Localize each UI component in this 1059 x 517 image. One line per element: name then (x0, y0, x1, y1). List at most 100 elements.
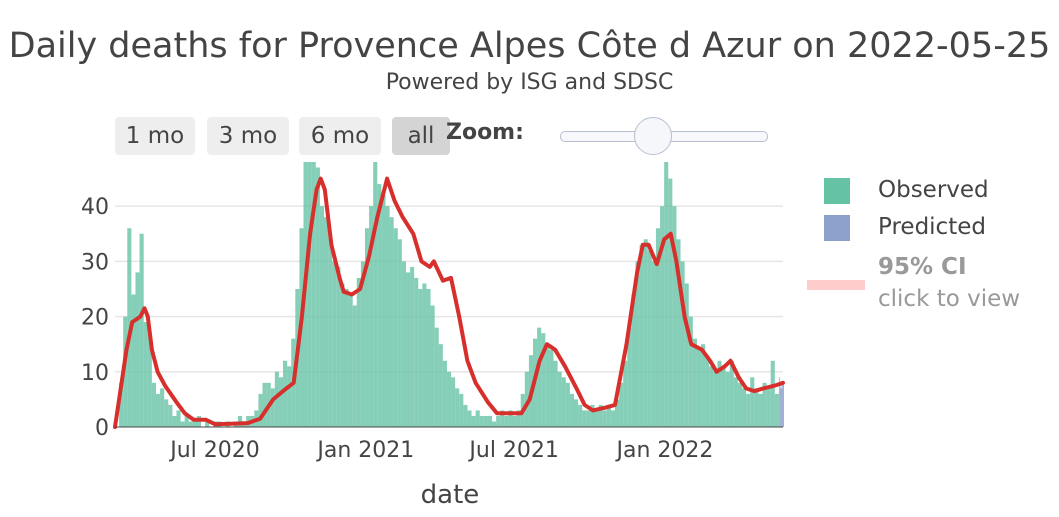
observed-bar (594, 410, 599, 427)
predicted-bar (780, 382, 782, 427)
trend-line (113, 176, 785, 429)
chart-subtitle: Powered by ISG and SDSC (385, 70, 674, 95)
observed-bar (684, 283, 689, 427)
observed-bar (307, 162, 312, 427)
observed-bar (348, 294, 353, 427)
observed-bar (451, 377, 456, 427)
observed-bar (549, 349, 554, 427)
observed-bar (541, 333, 546, 427)
observed-bar (762, 382, 767, 427)
observed-bar (729, 360, 734, 427)
observed-bar (705, 355, 710, 427)
observed-bar (283, 360, 288, 427)
observed-bar (479, 415, 484, 427)
observed-bar (328, 233, 333, 427)
observed-bar (655, 228, 661, 427)
observed-bar (459, 393, 464, 427)
y-tick-label-40: 40 (81, 195, 109, 220)
observed-bar (385, 206, 390, 427)
observed-bar (184, 415, 189, 427)
y-tick-label-10: 10 (81, 361, 109, 386)
observed-bar (172, 415, 177, 427)
range-all-button[interactable]: all (392, 117, 450, 155)
observed-bar (442, 360, 447, 427)
legend-swatch-predicted (824, 215, 850, 241)
y-tick-labels: 0 10 20 30 40 (81, 195, 109, 441)
observed-bar (713, 371, 718, 427)
observed-bar (651, 261, 656, 427)
observed-bar (557, 371, 562, 427)
observed-bar (160, 388, 165, 427)
x-axis-title: date (420, 480, 480, 510)
legend-label-observed: Observed (878, 177, 989, 203)
observed-bar (467, 410, 472, 427)
observed-bar (340, 283, 345, 427)
observed-bar (377, 184, 382, 427)
range-1-month-button[interactable]: 1 mo (115, 117, 195, 155)
observed-bar (537, 327, 542, 427)
zoom-slider-handle[interactable] (633, 117, 672, 155)
observed-bar (742, 388, 747, 427)
observed-bar (487, 415, 493, 427)
observed-bar (746, 393, 751, 427)
y-tick-label-30: 30 (81, 250, 109, 275)
observed-bar (278, 377, 284, 427)
observed-bar (455, 388, 460, 427)
observed-bar (364, 228, 370, 427)
observed-bar (725, 371, 730, 427)
observed-bar (766, 388, 771, 427)
observed-bar (504, 415, 509, 427)
observed-bar (344, 288, 349, 427)
observed-bar (512, 415, 517, 427)
observed-bar (397, 239, 402, 427)
observed-bar (139, 233, 144, 427)
observed-bar (750, 377, 755, 427)
observed-bar (180, 421, 185, 427)
observed-bar (614, 399, 620, 427)
observed-bar (770, 360, 775, 427)
observed-bar (573, 399, 579, 427)
observed-bar (430, 305, 435, 427)
observed-bar (619, 382, 624, 427)
observed-bar (508, 410, 513, 427)
observed-bar (274, 371, 279, 427)
legend-swatch-observed (824, 178, 850, 204)
observed-bar (410, 266, 415, 427)
observed-bar (426, 288, 431, 427)
observed-bar (610, 410, 615, 427)
observed-bar (434, 327, 439, 427)
observed-bar (188, 421, 193, 427)
predicted-bar (781, 388, 783, 427)
observed-bar (774, 393, 779, 427)
observed-bar (717, 360, 722, 427)
observed-bar (754, 388, 759, 427)
observed-bar (569, 393, 574, 427)
observed-bar (258, 393, 263, 427)
observed-bar (639, 244, 644, 427)
observed-bar (545, 344, 550, 427)
predicted-bar (783, 382, 784, 427)
observed-bar (373, 162, 378, 427)
x-tick-label-1: Jan 2021 (315, 438, 414, 463)
observed-bar (123, 316, 128, 427)
range-3-month-button[interactable]: 3 mo (207, 117, 289, 155)
legend-label-ci-title: 95% CI (878, 254, 967, 280)
zoom-label: Zoom: (446, 120, 524, 145)
y-tick-label-0: 0 (95, 416, 109, 441)
observed-bar (602, 410, 607, 427)
observed-bar (352, 305, 357, 427)
observed-bar (664, 162, 669, 427)
observed-bar (553, 360, 558, 427)
chart-title: Daily deaths for Provence Alpes Côte d A… (8, 26, 1051, 66)
y-tick-label-20: 20 (81, 306, 109, 331)
range-6-month-button[interactable]: 6 mo (299, 117, 381, 155)
observed-bar (696, 349, 702, 427)
observed-bar (672, 206, 677, 427)
observed-bar (205, 421, 210, 427)
observed-bar (709, 366, 714, 427)
observed-bar (516, 410, 521, 427)
observed-bar (565, 382, 570, 427)
observed-bar (315, 167, 320, 428)
observed-bar (287, 366, 292, 427)
observed-bar (586, 410, 591, 427)
